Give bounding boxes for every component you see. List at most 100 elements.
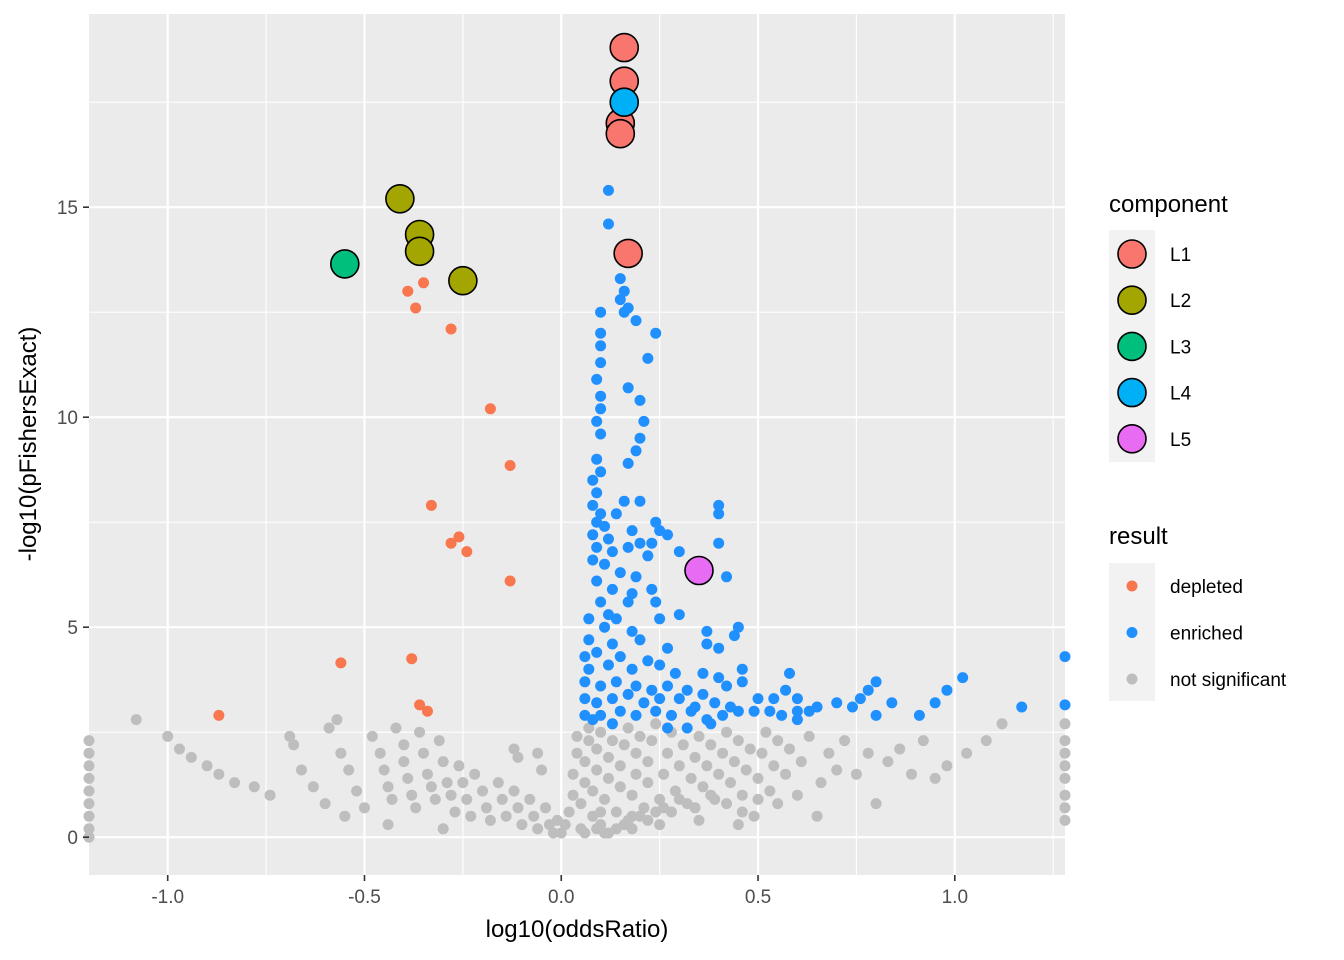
point-enriched xyxy=(650,596,662,608)
legend-label-l5: L5 xyxy=(1170,430,1191,451)
point-not-significant xyxy=(929,772,941,784)
point-not-significant xyxy=(445,789,457,801)
point-depleted xyxy=(402,285,414,297)
point-depleted xyxy=(406,653,418,665)
point-not-significant xyxy=(587,785,599,797)
x-tick-label: -1.0 xyxy=(151,887,184,908)
point-enriched xyxy=(595,327,607,339)
point-enriched xyxy=(662,680,674,692)
point-not-significant xyxy=(547,827,559,839)
point-enriched xyxy=(602,184,614,196)
point-enriched xyxy=(673,609,685,621)
point-not-significant xyxy=(421,768,433,780)
legend-label-l4: L4 xyxy=(1170,384,1192,405)
component-point-l1 xyxy=(605,118,636,149)
point-not-significant xyxy=(595,806,607,818)
point-not-significant xyxy=(626,823,638,835)
x-tick-label: 0.0 xyxy=(548,887,574,908)
point-depleted xyxy=(213,709,225,721)
point-enriched xyxy=(646,684,658,696)
point-enriched xyxy=(669,667,681,679)
component-point-l1 xyxy=(609,32,640,63)
point-not-significant xyxy=(441,777,453,789)
point-not-significant xyxy=(689,751,701,763)
point-enriched xyxy=(646,537,658,549)
point-not-significant xyxy=(728,756,740,768)
point-enriched xyxy=(862,684,874,696)
point-enriched xyxy=(595,508,607,520)
point-not-significant xyxy=(323,722,335,734)
point-enriched xyxy=(622,596,634,608)
point-not-significant xyxy=(386,793,398,805)
point-not-significant xyxy=(508,743,520,755)
point-not-significant xyxy=(732,735,744,747)
point-not-significant xyxy=(425,781,437,793)
point-enriched xyxy=(614,567,626,579)
point-not-significant xyxy=(512,802,524,814)
point-enriched xyxy=(709,697,721,709)
point-not-significant xyxy=(815,777,827,789)
point-not-significant xyxy=(201,760,213,772)
point-enriched xyxy=(591,373,603,385)
point-enriched xyxy=(610,676,622,688)
point-not-significant xyxy=(658,768,670,780)
point-not-significant xyxy=(83,772,95,784)
point-enriched xyxy=(870,709,882,721)
legend-label-l2: L2 xyxy=(1170,291,1191,312)
point-not-significant xyxy=(406,789,418,801)
point-not-significant xyxy=(174,743,186,755)
point-not-significant xyxy=(296,764,308,776)
point-enriched xyxy=(606,718,618,730)
y-tick-label: 15 xyxy=(57,198,78,219)
point-not-significant xyxy=(602,772,614,784)
point-not-significant xyxy=(433,735,445,747)
legend-key-depleted xyxy=(1126,580,1138,592)
point-enriched xyxy=(591,487,603,499)
point-not-significant xyxy=(618,739,630,751)
point-enriched xyxy=(579,693,591,705)
point-not-significant xyxy=(449,806,461,818)
point-not-significant xyxy=(685,772,697,784)
point-not-significant xyxy=(665,806,677,818)
point-enriched xyxy=(929,697,941,709)
point-enriched xyxy=(662,722,674,734)
point-not-significant xyxy=(410,802,422,814)
point-enriched xyxy=(591,697,603,709)
point-not-significant xyxy=(638,802,650,814)
point-not-significant xyxy=(894,743,906,755)
point-not-significant xyxy=(705,739,717,751)
point-not-significant xyxy=(736,806,748,818)
point-enriched xyxy=(713,508,725,520)
point-enriched xyxy=(650,705,662,717)
point-not-significant xyxy=(390,722,402,734)
point-enriched xyxy=(587,474,599,486)
legend-key-not-significant xyxy=(1126,673,1138,685)
component-point-l3 xyxy=(330,249,360,279)
legend-key-l1 xyxy=(1117,239,1147,269)
point-not-significant xyxy=(248,781,260,793)
x-axis: -1.0 -0.5 0.0 0.5 1.0 xyxy=(151,875,968,908)
point-not-significant xyxy=(595,726,607,738)
point-enriched xyxy=(846,701,858,713)
point-not-significant xyxy=(1059,772,1071,784)
point-not-significant xyxy=(358,802,370,814)
point-enriched xyxy=(630,315,642,327)
point-enriched xyxy=(634,432,646,444)
point-enriched xyxy=(614,294,626,306)
point-enriched xyxy=(870,676,882,688)
point-enriched xyxy=(780,684,792,696)
point-depleted xyxy=(484,403,496,415)
point-not-significant xyxy=(402,772,414,784)
point-not-significant xyxy=(307,781,319,793)
point-enriched xyxy=(638,697,650,709)
point-depleted xyxy=(418,277,430,289)
component-point-l2 xyxy=(385,184,415,214)
point-not-significant xyxy=(343,764,355,776)
point-enriched xyxy=(602,659,614,671)
point-not-significant xyxy=(760,726,772,738)
point-not-significant xyxy=(418,747,430,759)
point-not-significant xyxy=(469,768,481,780)
point-enriched xyxy=(622,302,634,314)
point-enriched xyxy=(622,541,634,553)
point-enriched xyxy=(1059,651,1071,663)
